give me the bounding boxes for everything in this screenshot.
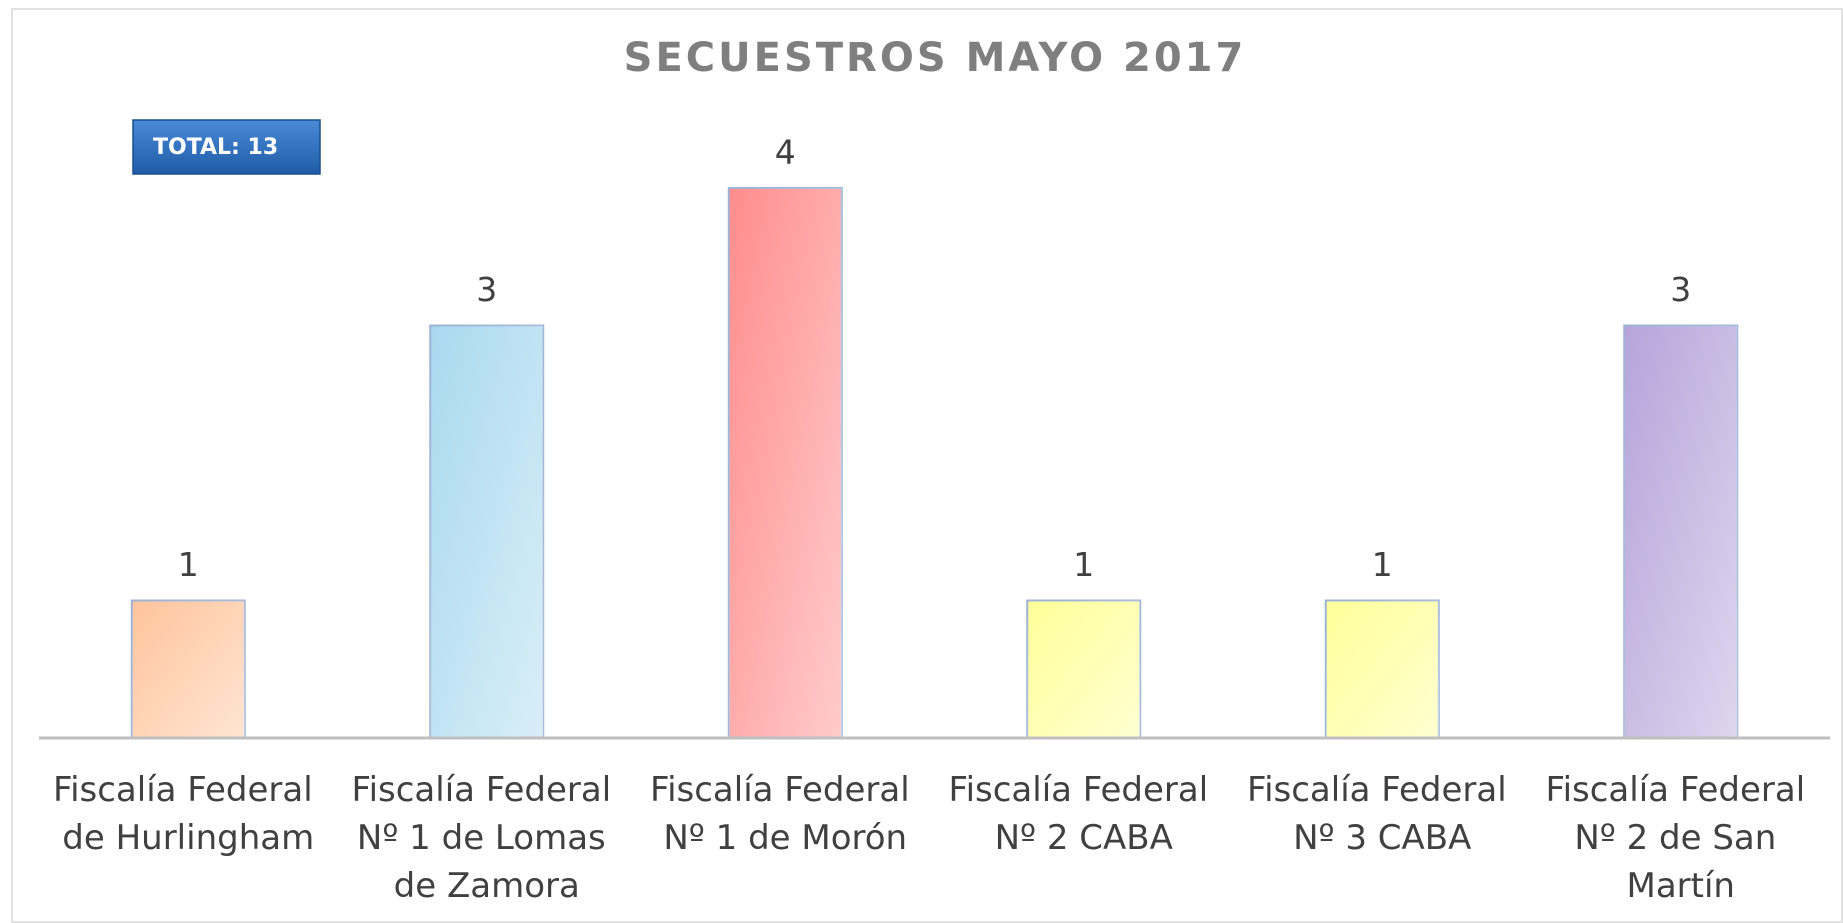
x-tick-label: Fiscalía Federal Nº 1 de Lomas de Zamora bbox=[352, 770, 623, 906]
chart-title: SECUESTROS MAYO 2017 bbox=[624, 35, 1247, 81]
bar bbox=[1324, 599, 1440, 739]
total-box bbox=[132, 119, 321, 175]
bar bbox=[1026, 599, 1142, 739]
value-label: 3 bbox=[476, 270, 497, 309]
x-tick-label: Fiscalía Federal Nº 3 CABA bbox=[1247, 770, 1518, 858]
value-label: 1 bbox=[1372, 545, 1393, 584]
bar bbox=[130, 599, 246, 739]
bar bbox=[727, 187, 843, 739]
x-tick-label: Fiscalía Federal Nº 1 de Morón bbox=[650, 770, 921, 858]
value-label: 1 bbox=[1073, 545, 1094, 584]
bar bbox=[429, 324, 545, 739]
x-tick-label: Fiscalía Federal Nº 2 de San Martín bbox=[1546, 770, 1817, 906]
x-tick-label: Fiscalía Federal Nº 2 CABA bbox=[949, 770, 1220, 858]
x-tick-label: Fiscalía Federal de Hurlingham bbox=[53, 770, 324, 858]
bar bbox=[1623, 324, 1739, 739]
chart-frame bbox=[11, 8, 1843, 923]
total-annotation: TOTAL: 13 bbox=[153, 135, 278, 160]
value-label: 4 bbox=[775, 133, 796, 172]
value-label: 3 bbox=[1670, 270, 1691, 309]
value-label: 1 bbox=[178, 545, 199, 584]
